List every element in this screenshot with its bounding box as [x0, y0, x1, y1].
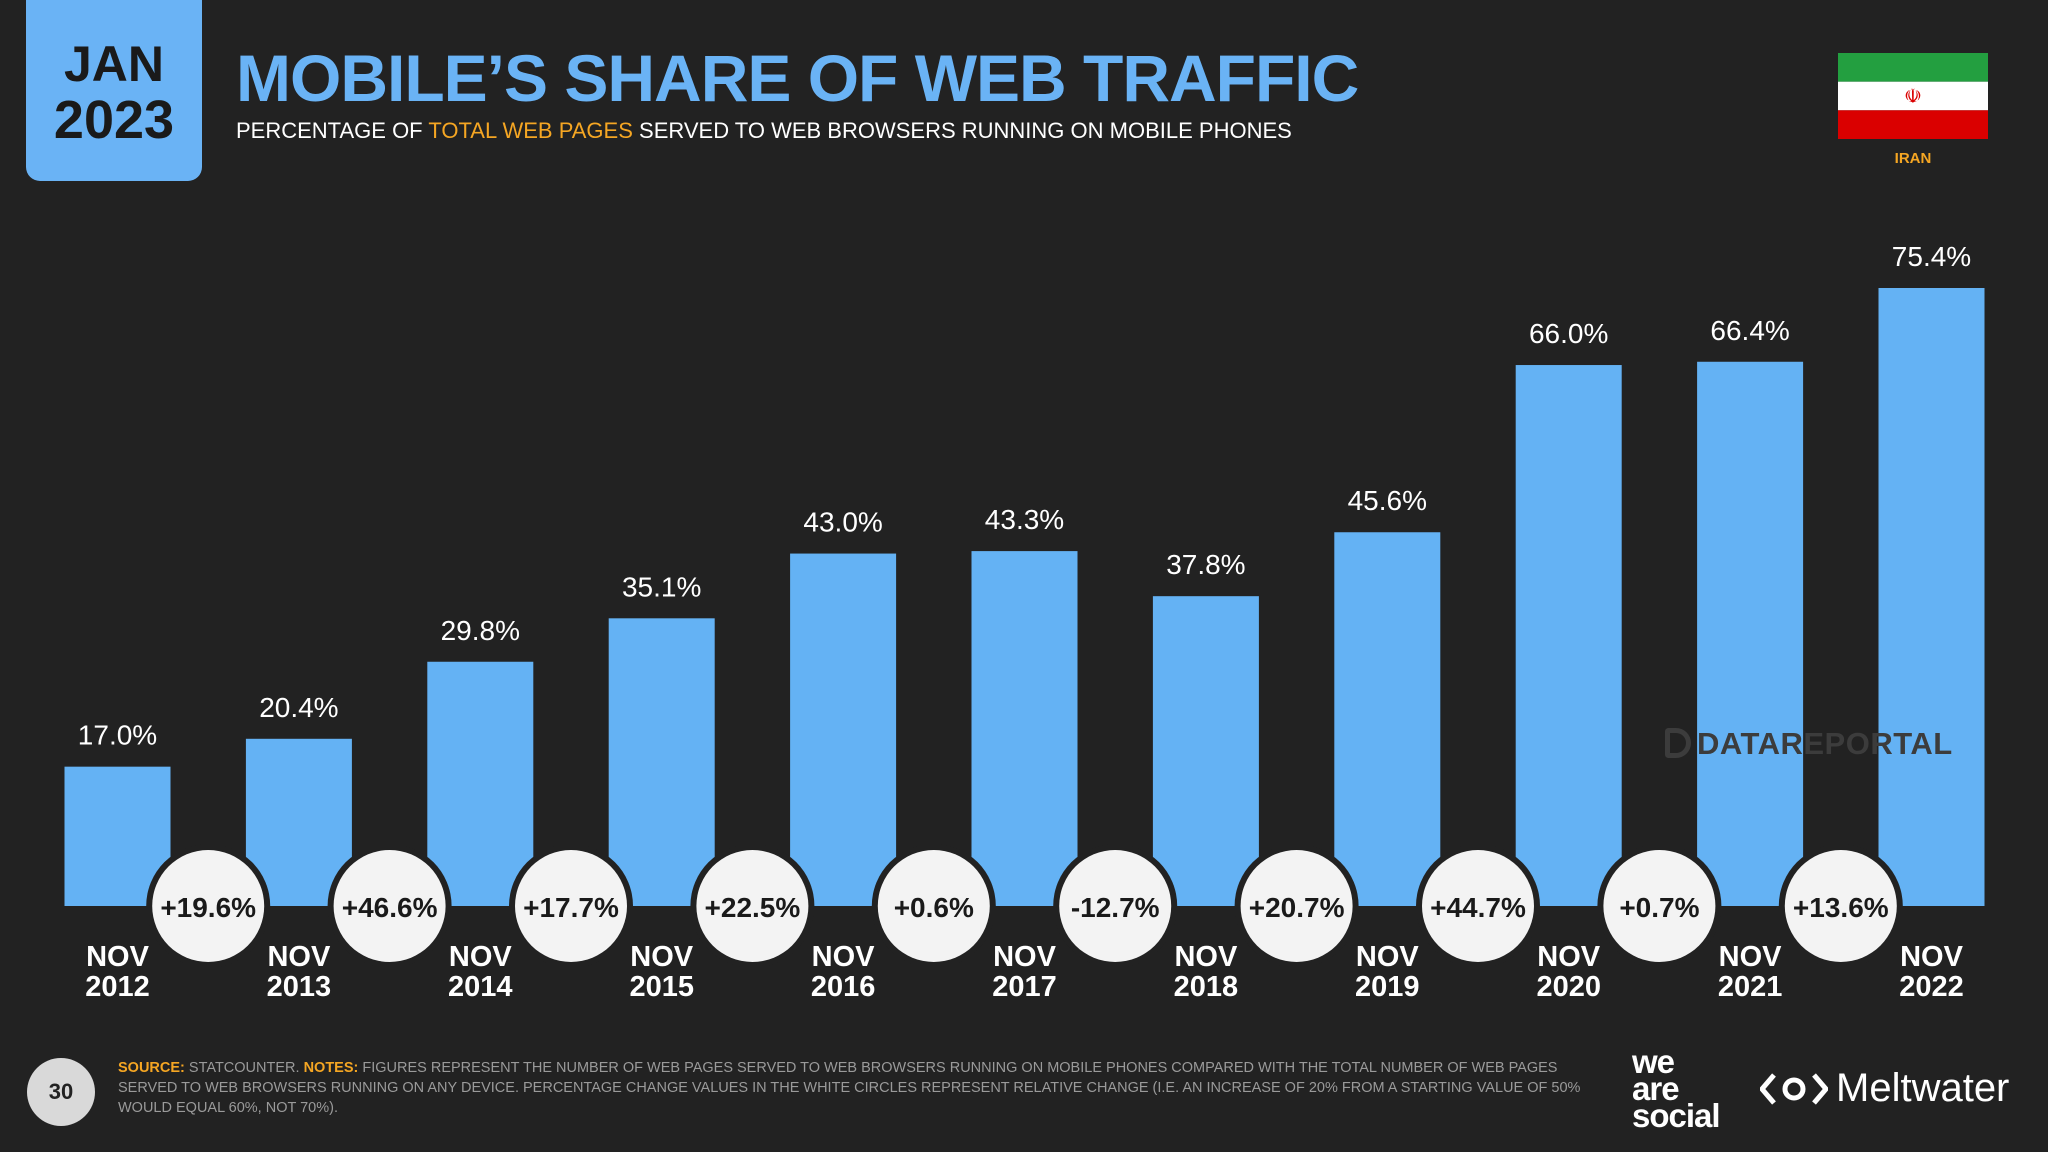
bar-value-label: 29.8%: [441, 615, 520, 646]
meltwater-text: Meltwater: [1836, 1066, 2010, 1110]
x-tick-label: NOV: [1537, 941, 1601, 973]
x-tick-label: 2017: [992, 971, 1057, 1003]
subtitle-highlight: TOTAL WEB PAGES: [428, 118, 633, 143]
page-subtitle: PERCENTAGE OF TOTAL WEB PAGES SERVED TO …: [236, 118, 1292, 144]
change-circle: [152, 850, 265, 962]
x-tick-label: 2012: [85, 971, 150, 1003]
footnote: SOURCE: STATCOUNTER. NOTES: FIGURES REPR…: [118, 1058, 1593, 1118]
x-tick-label: 2014: [448, 971, 513, 1003]
x-tick-label: 2018: [1174, 971, 1239, 1003]
subtitle-end: SERVED TO WEB BROWSERS RUNNING ON MOBILE…: [632, 118, 1292, 143]
bar-value-label: 66.0%: [1529, 318, 1608, 349]
change-circle: [696, 850, 809, 962]
bar-chart: 17.0%NOV201220.4%NOV201329.8%NOV201435.1…: [64, 241, 1985, 1003]
meltwater-logo: Meltwater: [1760, 1066, 2009, 1111]
x-tick-label: NOV: [1356, 941, 1420, 973]
bar-value-label: 17.0%: [78, 720, 157, 751]
bar: [1697, 361, 1804, 906]
change-label: +20.7%: [1249, 892, 1345, 923]
bar-value-label: 45.6%: [1348, 485, 1427, 516]
x-tick-label: NOV: [1174, 941, 1238, 973]
change-label: -12.7%: [1071, 892, 1160, 923]
change-label: +44.7%: [1430, 892, 1526, 923]
x-tick-label: 2016: [811, 971, 876, 1003]
change-label: +13.6%: [1793, 892, 1889, 923]
notes-text: FIGURES REPRESENT THE NUMBER OF WEB PAGE…: [118, 1060, 1581, 1116]
source-text: STATCOUNTER.: [184, 1060, 304, 1076]
change-label: +22.5%: [705, 892, 801, 923]
bar-value-label: 20.4%: [259, 692, 338, 723]
bar: [1515, 365, 1622, 906]
x-tick-label: NOV: [993, 941, 1057, 973]
meltwater-icon: [1760, 1072, 1828, 1105]
change-circle: [333, 850, 446, 962]
change-circle: [515, 850, 627, 962]
country-label: IRAN: [1894, 150, 1932, 167]
bar-value-label: 43.0%: [803, 507, 882, 538]
change-label: +0.7%: [1619, 892, 1699, 923]
we-are-social-logo: we are social: [1632, 1043, 1721, 1134]
flag-emblem: ☫: [1904, 84, 1922, 108]
brand-word-1: we: [1632, 1043, 1675, 1080]
datareportal-watermark: DATAREPORTAL: [1665, 726, 1953, 762]
iran-flag-icon: ☫: [1838, 53, 1988, 139]
bar-value-label: 75.4%: [1892, 241, 1971, 272]
badge-month: JAN: [63, 35, 165, 92]
page-title: MOBILE’S SHARE OF WEB TRAFFIC: [236, 41, 1359, 115]
bar-value-label: 37.8%: [1166, 549, 1245, 580]
x-tick-label: 2020: [1536, 971, 1601, 1003]
x-tick-label: 2021: [1718, 971, 1783, 1003]
change-circle: [1784, 850, 1897, 962]
x-tick-label: NOV: [86, 941, 150, 973]
bar: [1152, 596, 1259, 906]
brand-word-3: social: [1632, 1097, 1721, 1134]
change-label: +46.6%: [342, 892, 438, 923]
brand-word-2: are: [1632, 1070, 1680, 1107]
bar: [1878, 288, 1985, 906]
x-tick-label: NOV: [267, 941, 331, 973]
source-label: SOURCE:: [118, 1060, 185, 1076]
badge-year: 2023: [53, 89, 175, 150]
change-label: +17.7%: [523, 892, 619, 923]
change-circle: [1603, 850, 1716, 962]
datareportal-icon: [1665, 728, 1691, 758]
change-label: +0.6%: [894, 892, 974, 923]
x-tick-label: 2022: [1899, 971, 1964, 1003]
x-tick-label: 2015: [629, 971, 694, 1003]
date-badge: JAN 2023: [26, 0, 202, 181]
x-tick-label: NOV: [449, 941, 513, 973]
change-circle: [1059, 850, 1172, 962]
change-label: +19.6%: [160, 892, 256, 923]
x-tick-label: NOV: [1900, 941, 1964, 973]
x-tick-label: 2019: [1355, 971, 1420, 1003]
x-tick-label: NOV: [1719, 941, 1783, 973]
bar: [608, 618, 715, 906]
notes-label: NOTES:: [303, 1060, 359, 1076]
change-circle: [1422, 850, 1534, 962]
bar-value-label: 43.3%: [985, 504, 1064, 535]
x-tick-label: NOV: [812, 941, 876, 973]
bar-value-label: 35.1%: [622, 571, 701, 602]
bar: [790, 553, 897, 906]
x-tick-label: 2013: [267, 971, 332, 1003]
change-circle: [1240, 850, 1353, 962]
bar: [1334, 532, 1441, 906]
bar: [427, 661, 534, 906]
page-number: 30: [27, 1058, 95, 1126]
watermark-text: DATAREPORTAL: [1697, 726, 1953, 761]
change-circle: [877, 850, 990, 962]
x-tick-label: NOV: [630, 941, 694, 973]
bar-value-label: 66.4%: [1710, 315, 1789, 346]
bar: [971, 551, 1078, 906]
subtitle-start: PERCENTAGE OF: [236, 118, 429, 143]
